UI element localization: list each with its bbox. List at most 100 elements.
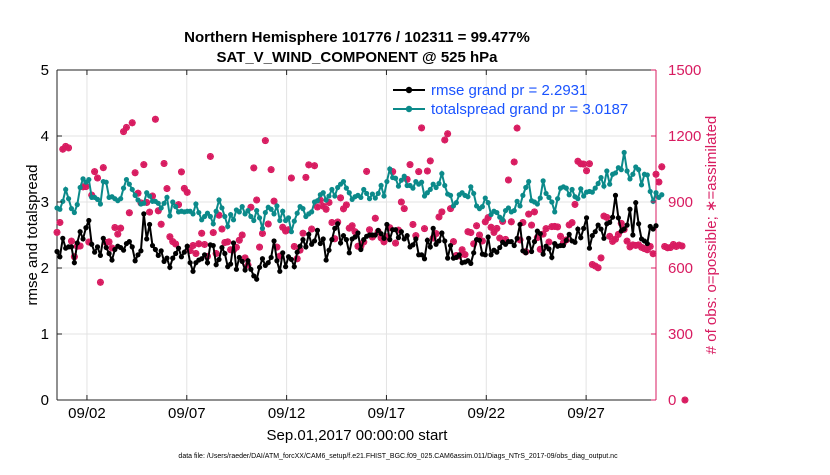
obs-assimilated-marker bbox=[487, 223, 495, 231]
y-tick-label-left: 1 bbox=[41, 326, 49, 343]
totalspread-point bbox=[222, 213, 228, 220]
totalspread-point bbox=[447, 192, 454, 198]
rmse-point bbox=[523, 250, 529, 256]
rmse-point bbox=[589, 233, 595, 239]
totalspread-point bbox=[77, 184, 83, 191]
totalspread-point bbox=[236, 209, 242, 215]
y-tick-label-left: 3 bbox=[41, 194, 49, 211]
rmse-point bbox=[167, 264, 173, 270]
obs-assimilated-marker bbox=[180, 184, 188, 192]
rmse-point bbox=[653, 223, 659, 229]
legend-marker bbox=[405, 105, 413, 113]
totalspread-point bbox=[395, 183, 402, 189]
totalspread-point bbox=[537, 195, 543, 201]
obs-assimilated-marker bbox=[198, 229, 206, 237]
rmse-point bbox=[306, 231, 312, 237]
obs-count-markers bbox=[53, 115, 689, 404]
obs-assimilated-marker bbox=[681, 396, 689, 404]
obs-assimilated-marker bbox=[484, 214, 492, 222]
totalspread-point bbox=[364, 190, 370, 197]
x-tick-label: 09/12 bbox=[268, 405, 306, 422]
totalspread-point bbox=[332, 193, 338, 199]
obs-assimilated-marker bbox=[259, 230, 266, 237]
y-tick-label-right: 0 bbox=[668, 392, 676, 409]
obs-assimilated-marker bbox=[53, 228, 61, 236]
obs-assimilated-marker bbox=[409, 221, 417, 228]
obs-assimilated-marker bbox=[371, 214, 379, 222]
totalspread-point bbox=[329, 186, 335, 193]
obs-assimilated-marker bbox=[565, 221, 573, 229]
obs-assimilated-marker bbox=[166, 233, 174, 241]
y-tick-label-right: 600 bbox=[668, 260, 693, 277]
rmse-point bbox=[288, 256, 294, 263]
rmse-point bbox=[456, 252, 462, 258]
obs-assimilated-marker bbox=[493, 225, 501, 232]
rmse-point bbox=[337, 240, 344, 246]
rmse-point bbox=[436, 238, 442, 244]
totalspread-point bbox=[167, 213, 173, 219]
totalspread-point bbox=[540, 178, 546, 184]
rmse-point bbox=[222, 250, 228, 257]
rmse-point bbox=[595, 222, 601, 228]
obs-assimilated-marker bbox=[218, 225, 226, 233]
rmse-point bbox=[537, 231, 543, 237]
obs-assimilated-marker bbox=[516, 236, 524, 244]
rmse-point bbox=[329, 237, 335, 243]
totalspread-point bbox=[210, 221, 216, 227]
totalspread-point bbox=[63, 186, 69, 193]
obs-assimilated-marker bbox=[519, 219, 527, 226]
obs-assimilated-marker bbox=[638, 243, 645, 251]
y-tick-label-left: 4 bbox=[41, 128, 49, 145]
rmse-point bbox=[540, 251, 546, 257]
totalspread-point bbox=[439, 171, 445, 177]
totalspread-point bbox=[323, 197, 329, 203]
totalspread-point bbox=[57, 206, 63, 212]
rmse-point bbox=[86, 217, 92, 224]
rmse-point bbox=[100, 235, 106, 241]
rmse-point bbox=[320, 236, 326, 242]
obs-assimilated-marker bbox=[209, 229, 217, 236]
rmse-point bbox=[274, 258, 280, 264]
obs-assimilated-marker bbox=[415, 168, 423, 176]
obs-assimilated-marker bbox=[597, 254, 605, 262]
rmse-point bbox=[294, 249, 300, 255]
obs-assimilated-marker bbox=[432, 230, 440, 238]
obs-assimilated-marker bbox=[675, 241, 683, 249]
obs-assimilated-marker bbox=[536, 245, 544, 253]
totalspread-point bbox=[555, 196, 561, 202]
obs-assimilated-marker bbox=[131, 169, 139, 177]
rmse-point bbox=[311, 238, 318, 244]
rmse-point bbox=[442, 238, 448, 244]
rmse-point bbox=[581, 225, 587, 231]
obs-assimilated-marker bbox=[395, 226, 402, 234]
totalspread-point bbox=[248, 213, 254, 220]
rmse-point bbox=[340, 233, 347, 239]
totalspread-point bbox=[433, 184, 439, 191]
obs-assimilated-marker bbox=[114, 230, 122, 238]
rmse-point bbox=[586, 245, 593, 251]
totalspread-point bbox=[277, 217, 283, 224]
totalspread-point bbox=[604, 168, 610, 174]
totalspread-point bbox=[285, 215, 292, 221]
totalspread-point bbox=[636, 167, 642, 173]
totalspread-point bbox=[552, 209, 558, 215]
rmse-point bbox=[271, 238, 277, 244]
rmse-point bbox=[297, 243, 303, 249]
totalspread-point bbox=[65, 196, 72, 202]
totalspread-series bbox=[54, 149, 665, 235]
rmse-point bbox=[326, 247, 332, 253]
totalspread-point bbox=[274, 203, 280, 209]
totalspread-point bbox=[193, 201, 199, 207]
totalspread-point bbox=[68, 206, 75, 212]
obs-assimilated-marker bbox=[253, 196, 261, 204]
rmse-point bbox=[381, 235, 387, 241]
rmse-point bbox=[74, 240, 80, 246]
obs-assimilated-marker bbox=[450, 238, 457, 245]
obs-assimilated-marker bbox=[594, 264, 602, 272]
rmse-point bbox=[268, 254, 274, 261]
obs-assimilated-marker bbox=[667, 244, 674, 251]
y-tick-label-left: 0 bbox=[41, 392, 49, 409]
obs-assimilated-marker bbox=[426, 157, 434, 165]
rmse-point bbox=[175, 245, 182, 251]
totalspread-point bbox=[239, 204, 245, 210]
